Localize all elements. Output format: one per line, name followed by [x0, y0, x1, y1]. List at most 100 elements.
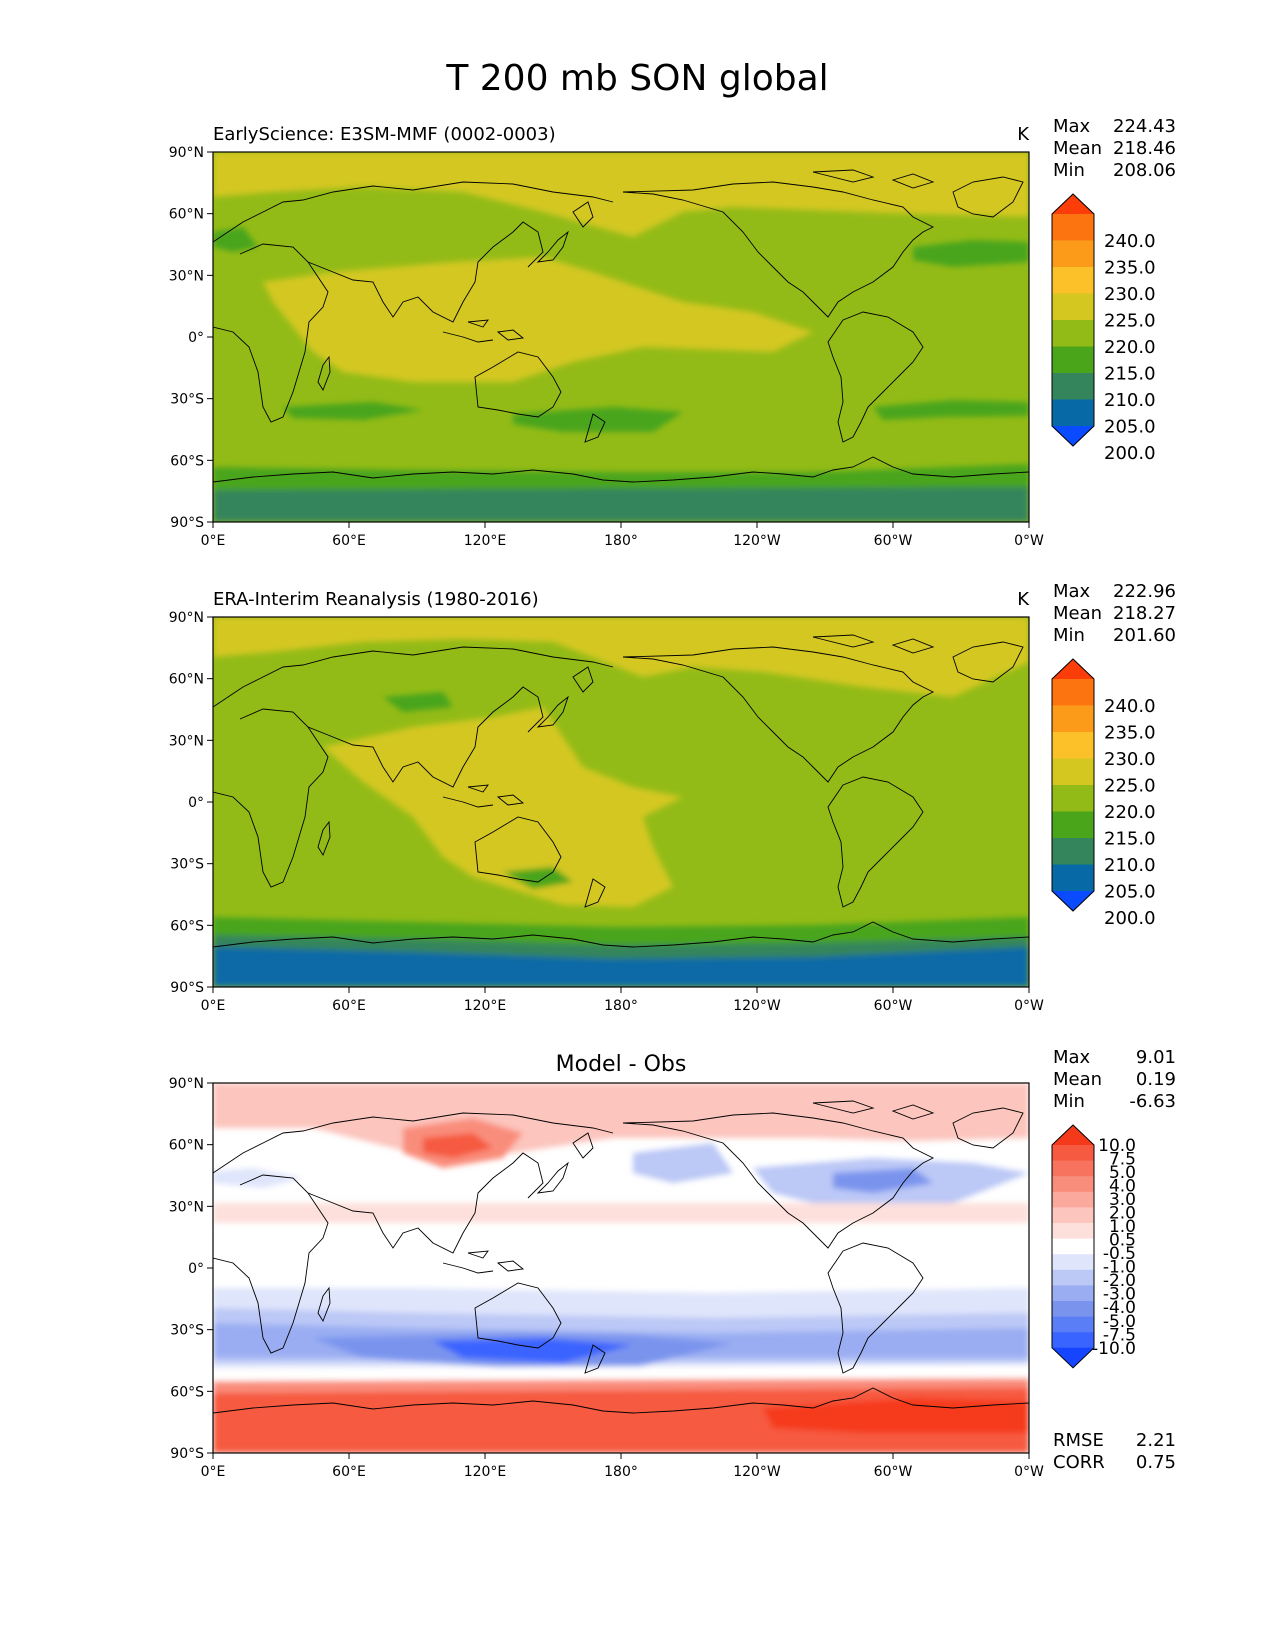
colorbar-label: 230.0: [1104, 749, 1156, 770]
lat-tick-label: 90°N: [169, 610, 204, 626]
colorbar-label: -2.0: [1103, 1271, 1136, 1291]
lat-tick-label: 60°N: [169, 207, 204, 223]
stat-value: 9.01: [1136, 1047, 1176, 1068]
colorbar-label: -7.5: [1103, 1325, 1136, 1345]
stat-label: Min: [1053, 1091, 1085, 1112]
colorbar-label: 235.0: [1104, 258, 1156, 279]
lat-tick-label: 0°: [188, 330, 204, 346]
colorbar-label: 200.0: [1104, 443, 1156, 464]
stat-value: -6.63: [1129, 1091, 1176, 1112]
colorbar-segment: [1052, 320, 1094, 347]
lon-tick-label: 0°W: [1014, 533, 1044, 549]
colorbar-segment: [1052, 864, 1094, 892]
colorbar-label: 215.0: [1104, 364, 1156, 385]
lon-tick-label: 0°E: [201, 533, 226, 549]
lon-tick-label: 180°: [604, 533, 638, 549]
colorbar-segment: [1052, 1191, 1094, 1208]
colorbar-segment: [1052, 1223, 1094, 1240]
colorbar-segment: [1052, 1160, 1094, 1177]
bottom-stat-label: RMSE: [1053, 1430, 1104, 1451]
colorbar-segment: [1052, 679, 1094, 706]
colorbar-segment: [1052, 1316, 1094, 1333]
colorbar-segment: [1052, 1207, 1094, 1224]
stat-label: Mean: [1053, 1069, 1102, 1090]
field-contour: [433, 1338, 633, 1363]
colorbar-label: 210.0: [1104, 855, 1156, 876]
colorbar-outline: [1051, 193, 1095, 447]
field-contour: [873, 400, 1029, 420]
lon-tick-label: 120°W: [733, 533, 781, 549]
colorbar-label: -5.0: [1103, 1312, 1136, 1332]
stat-label: Mean: [1053, 138, 1102, 159]
field-contour: [213, 487, 1029, 522]
panel-model: 90°N 60°N 30°N 0° 30°S 60°S 90°S 0°E 60°E 120°E 18…: [169, 116, 1176, 549]
colorbar-segment: [1052, 758, 1094, 786]
field-contour: [283, 402, 423, 420]
colorbar-segment: [1052, 214, 1094, 241]
stat-value: 218.27: [1113, 603, 1176, 624]
bottom-stat-label: CORR: [1053, 1452, 1105, 1473]
lat-tick-label: 90°S: [170, 980, 204, 996]
lat-tick-label: 30°N: [169, 268, 204, 284]
colorbar-segment: [1052, 838, 1094, 865]
colorbar-label: 205.0: [1104, 882, 1156, 903]
colorbar-label: 210.0: [1104, 390, 1156, 411]
lon-tick-label: 120°E: [464, 1464, 507, 1480]
field-contour: [913, 240, 1029, 267]
lat-tick-label: 30°S: [170, 1323, 204, 1339]
colorbar-segment: [1052, 1301, 1094, 1318]
field-contour: [213, 152, 1029, 237]
colorbar-label: -3.0: [1103, 1285, 1136, 1305]
field-contour: [513, 407, 683, 432]
lat-tick-label: 90°N: [169, 145, 204, 161]
stat-value: 208.06: [1113, 160, 1176, 181]
colorbar-segment: [1052, 785, 1094, 812]
lat-tick-label: 60°N: [169, 1138, 204, 1154]
lat-tick-label: 0°: [188, 795, 204, 811]
colorbar-segment: [1052, 732, 1094, 759]
lon-tick-label: 120°E: [464, 533, 507, 549]
stat-label: Max: [1053, 116, 1091, 137]
colorbar-segment: [1052, 373, 1094, 400]
colorbar-model: 240.0 235.0 230.0 225.0 220.0 215.0 210.0 205.0…: [1051, 193, 1156, 464]
stat-label: Mean: [1053, 603, 1102, 624]
colorbar-segment: [1052, 811, 1094, 839]
lon-tick-label: 120°W: [733, 1464, 781, 1480]
colorbar-label: 225.0: [1104, 311, 1156, 332]
colorbar-segment: [1052, 1332, 1094, 1349]
panel-diff: 90°N 60°N 30°N 0° 30°S 60°S 90°S 0°E 60°E 120°E 18…: [169, 1047, 1176, 1480]
stat-label: Min: [1053, 625, 1085, 646]
lon-tick-label: 180°: [604, 998, 638, 1014]
stat-label: Max: [1053, 1047, 1091, 1068]
colorbar-label: 7.5: [1109, 1150, 1136, 1170]
lon-tick-label: 60°W: [874, 998, 913, 1014]
panel-left-title: ERA-Interim Reanalysis (1980-2016): [213, 589, 539, 610]
colorbar-label: 10.0: [1098, 1136, 1136, 1156]
colorbar-label: 0.5: [1109, 1231, 1136, 1251]
lon-tick-label: 0°W: [1014, 1464, 1044, 1480]
colorbar-label: -10.0: [1092, 1339, 1136, 1359]
lon-tick-label: 60°E: [332, 998, 366, 1014]
colorbar-label: 1.0: [1109, 1217, 1136, 1237]
lon-tick-label: 60°E: [332, 1464, 366, 1480]
stat-label: Max: [1053, 581, 1091, 602]
stat-value: 222.96: [1113, 581, 1176, 602]
panel-units: K: [1017, 589, 1030, 610]
stat-value: 218.46: [1113, 138, 1176, 159]
colorbar-outline: [1051, 658, 1095, 912]
colorbar-outline: [1051, 1124, 1095, 1369]
lat-tick-label: 30°S: [170, 857, 204, 873]
stat-value: 201.60: [1113, 625, 1176, 646]
colorbar-label: 230.0: [1104, 284, 1156, 305]
lat-tick-label: 60°S: [170, 1384, 204, 1400]
colorbar-label: 225.0: [1104, 776, 1156, 797]
colorbar-segment: [1052, 240, 1094, 268]
colorbar-label: 220.0: [1104, 337, 1156, 358]
field-contour: [213, 1203, 1029, 1223]
colorbar-label: 5.0: [1109, 1163, 1136, 1183]
map-diff: [212, 1082, 1030, 1454]
lat-tick-label: 30°N: [169, 1199, 204, 1215]
lat-tick-label: 90°N: [169, 1076, 204, 1092]
field-contour: [213, 1168, 303, 1188]
